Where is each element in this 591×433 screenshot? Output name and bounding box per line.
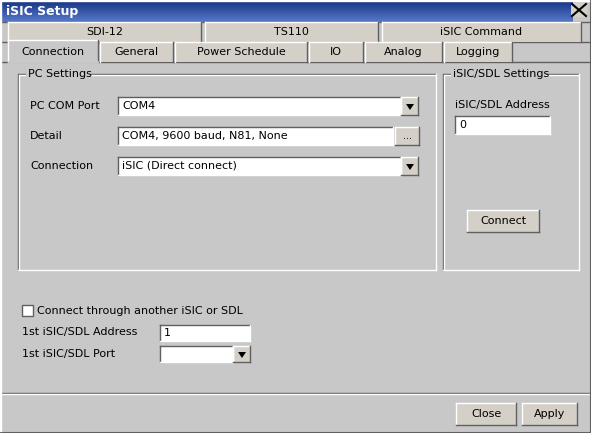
Bar — [2, 10, 573, 11]
Text: iSIC/SDL Address: iSIC/SDL Address — [455, 100, 550, 110]
Bar — [401, 157, 418, 175]
Bar — [2, 3, 573, 4]
Bar — [401, 97, 418, 115]
Text: Connection: Connection — [21, 47, 85, 57]
Text: iSIC (Direct connect): iSIC (Direct connect) — [122, 161, 237, 171]
Text: SDI-12: SDI-12 — [86, 27, 123, 37]
Text: iSIC/SDL Settings: iSIC/SDL Settings — [453, 69, 549, 79]
Bar — [2, 4, 573, 5]
Bar — [160, 325, 250, 341]
Bar — [175, 42, 307, 62]
Text: IO: IO — [330, 47, 342, 57]
Bar — [2, 7, 573, 9]
Text: Connect: Connect — [480, 216, 526, 226]
Bar — [2, 18, 573, 19]
Bar — [365, 42, 442, 62]
Bar — [2, 21, 573, 22]
Bar — [2, 12, 573, 13]
Text: Detail: Detail — [30, 131, 63, 141]
Bar — [2, 10, 573, 12]
Bar — [395, 127, 419, 145]
Bar — [2, 8, 573, 9]
Text: 1: 1 — [164, 328, 171, 338]
Bar — [2, 16, 573, 17]
Bar — [118, 127, 393, 145]
Text: Connection: Connection — [30, 161, 93, 171]
Bar — [2, 12, 573, 13]
Text: Analog: Analog — [384, 47, 423, 57]
Bar — [26, 67, 91, 79]
Bar — [2, 17, 573, 18]
Text: Close: Close — [471, 409, 501, 419]
Bar — [2, 9, 573, 10]
Bar — [2, 15, 573, 16]
Bar — [2, 19, 573, 20]
Text: COM4, 9600 baud, N81, None: COM4, 9600 baud, N81, None — [122, 131, 288, 141]
Bar — [8, 22, 201, 42]
Bar — [2, 2, 573, 3]
Text: ...: ... — [402, 131, 411, 141]
Bar — [522, 403, 577, 425]
Text: PC COM Port: PC COM Port — [30, 101, 100, 111]
Bar — [2, 13, 573, 14]
Bar — [2, 14, 573, 15]
Bar — [100, 42, 173, 62]
Bar — [451, 67, 546, 79]
Bar — [160, 346, 233, 362]
Polygon shape — [406, 104, 414, 110]
Text: Logging: Logging — [456, 47, 500, 57]
Text: Power Schedule: Power Schedule — [197, 47, 285, 57]
Bar — [2, 13, 573, 14]
Bar — [8, 40, 98, 62]
Text: iSIC Command: iSIC Command — [440, 27, 522, 37]
Bar — [22, 305, 33, 316]
Bar — [382, 22, 581, 42]
Polygon shape — [406, 164, 414, 170]
Bar — [2, 5, 573, 6]
Bar — [2, 17, 573, 19]
Bar — [2, 20, 573, 21]
Text: Apply: Apply — [534, 409, 565, 419]
Bar — [571, 3, 587, 17]
Bar — [205, 22, 378, 42]
Bar — [456, 403, 516, 425]
Bar — [2, 19, 573, 20]
Bar — [2, 3, 573, 4]
Bar — [2, 9, 573, 10]
Text: 0: 0 — [459, 120, 466, 130]
Text: 1st iSIC/SDL Port: 1st iSIC/SDL Port — [22, 349, 115, 359]
Bar — [118, 97, 401, 115]
Bar — [455, 116, 550, 134]
Text: COM4: COM4 — [122, 101, 155, 111]
Bar — [2, 6, 573, 7]
Bar — [2, 16, 573, 17]
Bar — [233, 346, 250, 362]
Bar — [2, 11, 573, 12]
Bar — [2, 20, 573, 22]
Text: iSIC Setup: iSIC Setup — [6, 6, 78, 19]
Bar — [2, 42, 589, 63]
Bar — [309, 42, 363, 62]
Bar — [2, 7, 573, 8]
Text: PC Settings: PC Settings — [28, 69, 92, 79]
Bar — [118, 157, 401, 175]
Text: General: General — [115, 47, 158, 57]
Bar — [467, 210, 539, 232]
Bar — [2, 22, 589, 42]
Text: TS110: TS110 — [274, 27, 309, 37]
Text: 1st iSIC/SDL Address: 1st iSIC/SDL Address — [22, 327, 137, 337]
Text: Connect through another iSIC or SDL: Connect through another iSIC or SDL — [37, 306, 243, 316]
Bar — [2, 14, 573, 16]
Bar — [2, 4, 573, 6]
Bar — [2, 6, 573, 7]
Bar — [2, 22, 573, 23]
Bar — [444, 42, 512, 62]
Polygon shape — [238, 352, 246, 358]
